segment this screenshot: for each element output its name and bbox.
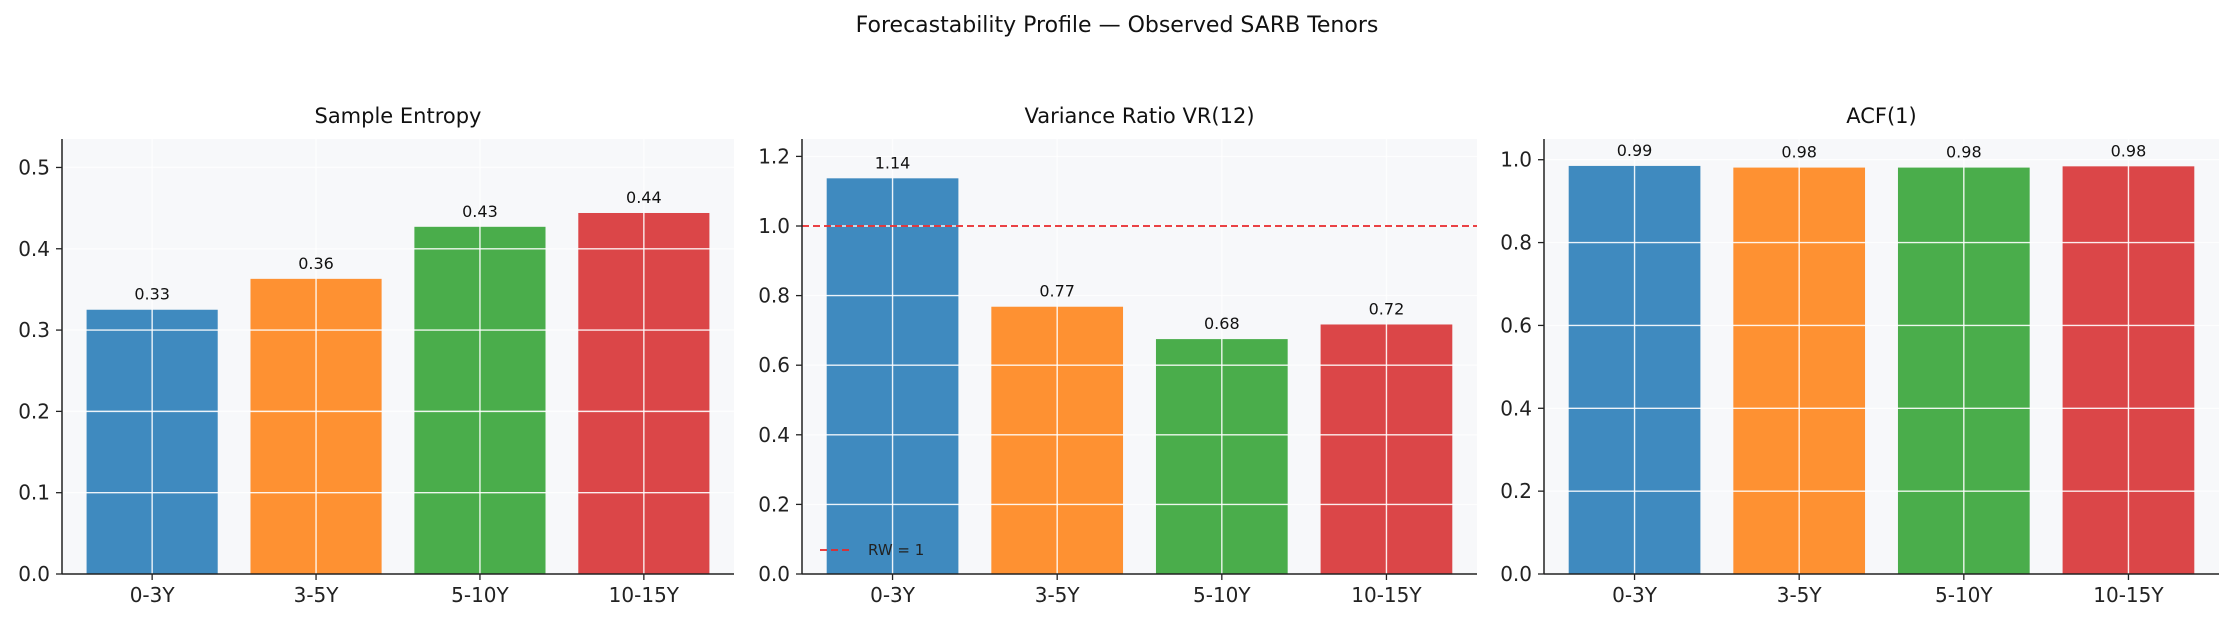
chart-panels: 0.33 0.36 0.43 0.44 0.0 0.1 0.2 0.3 0.4 0.5 0-3Y 3-… — [18, 104, 2219, 607]
y-tick-label: 0.2 — [758, 492, 790, 516]
data-label: 0.98 — [2111, 141, 2147, 160]
data-label: 0.77 — [1039, 282, 1075, 301]
data-label: 0.98 — [1781, 143, 1817, 162]
y-tick-label: 0.6 — [1500, 313, 1532, 337]
data-label: 0.44 — [626, 188, 662, 207]
y-tick-label: 0.4 — [1500, 396, 1532, 420]
y-tick-label: 0.6 — [758, 353, 790, 377]
y-tick-label: 0.2 — [1500, 479, 1532, 503]
x-tick-label: 0-3Y — [870, 583, 916, 607]
y-tick-label: 1.0 — [1500, 148, 1532, 172]
x-tick-label: 0-3Y — [1612, 583, 1658, 607]
x-tick-label: 10-15Y — [1351, 583, 1422, 607]
x-tick-label: 3-5Y — [294, 583, 340, 607]
chart-panel-2: 1.14 0.77 0.68 0.72 0.0 0.2 0.4 0.6 0.8 1.0 1.2 0-3… — [758, 104, 1477, 607]
x-tick-label: 3-5Y — [1777, 583, 1823, 607]
y-tick-label: 0.0 — [758, 562, 790, 586]
y-tick-label: 0.2 — [18, 399, 50, 423]
x-tick-label: 5-10Y — [1193, 583, 1251, 607]
y-tick-label: 0.8 — [1500, 231, 1532, 255]
panel-title: ACF(1) — [1846, 104, 1917, 128]
y-tick-label: 0.4 — [18, 237, 50, 261]
y-tick-label: 0.8 — [758, 284, 790, 308]
figure-title: Forecastability Profile — Observed SARB … — [856, 13, 1379, 38]
y-tick-label: 1.0 — [758, 214, 790, 238]
y-tick-label: 0.4 — [758, 423, 790, 447]
y-tick-label: 0.3 — [18, 318, 50, 342]
data-label: 1.14 — [875, 153, 911, 172]
panel-title: Variance Ratio VR(12) — [1024, 104, 1254, 128]
panel-title: Sample Entropy — [314, 104, 481, 128]
data-label: 0.68 — [1204, 314, 1240, 333]
data-label: 0.33 — [134, 285, 170, 304]
data-label: 0.36 — [298, 254, 334, 273]
data-label: 0.43 — [462, 202, 498, 221]
y-tick-label: 1.2 — [758, 144, 790, 168]
legend-entry: RW = 1 — [868, 541, 924, 559]
y-tick-label: 0.0 — [1500, 562, 1532, 586]
chart-panel-1: 0.33 0.36 0.43 0.44 0.0 0.1 0.2 0.3 0.4 0.5 0-3Y 3-… — [18, 104, 734, 607]
x-tick-label: 3-5Y — [1035, 583, 1081, 607]
x-tick-label: 5-10Y — [1935, 583, 1993, 607]
y-tick-label: 0.0 — [18, 562, 50, 586]
x-tick-label: 10-15Y — [2093, 583, 2164, 607]
x-tick-label: 0-3Y — [130, 583, 176, 607]
x-tick-label: 5-10Y — [451, 583, 509, 607]
y-tick-label: 0.1 — [18, 481, 50, 505]
data-label: 0.99 — [1617, 141, 1653, 160]
data-label: 0.72 — [1369, 299, 1405, 318]
y-tick-label: 0.5 — [18, 155, 50, 179]
chart-panel-3: 0.99 0.98 0.98 0.98 0.0 0.2 0.4 0.6 0.8 1.0 0-3Y 3-… — [1500, 104, 2219, 607]
data-label: 0.98 — [1946, 143, 1982, 162]
x-tick-label: 10-15Y — [609, 583, 680, 607]
